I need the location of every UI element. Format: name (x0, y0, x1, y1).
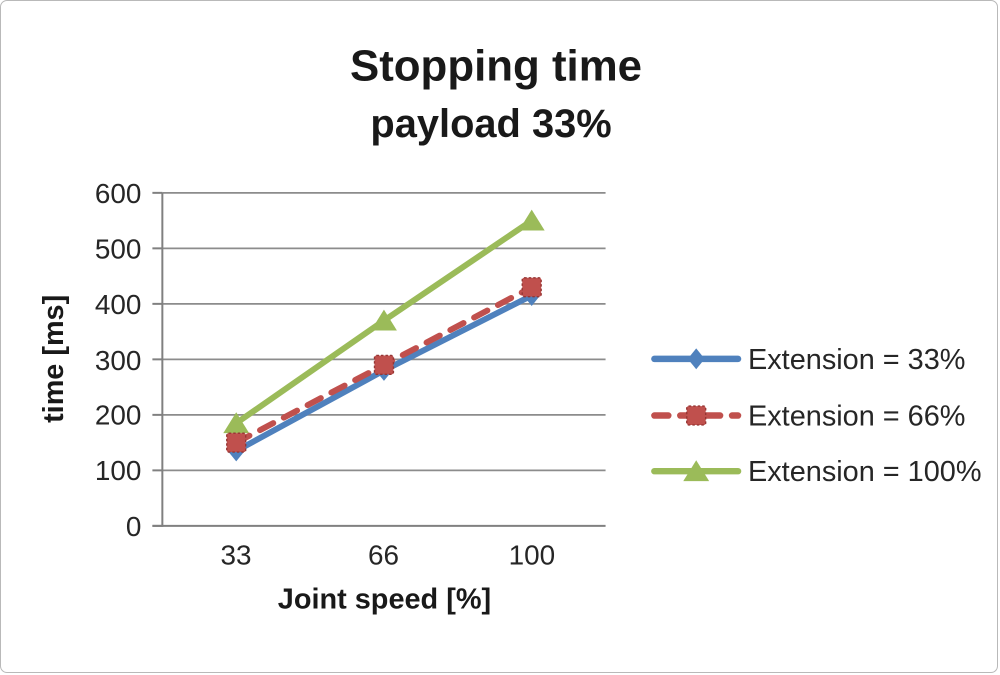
chart-subtitle: payload 33% (370, 102, 611, 146)
y-axis-title: time [ms] (38, 295, 70, 423)
series-extension-66- (226, 277, 542, 453)
y-tick-label: 100 (95, 455, 142, 486)
legend-label: Extension = 100% (748, 456, 982, 488)
y-tick-label: 400 (95, 289, 142, 320)
y-tick-label: 300 (95, 345, 142, 376)
y-tick-label: 600 (95, 178, 142, 209)
series-plot-area (223, 209, 545, 462)
y-tick-label: 500 (95, 233, 142, 264)
chart-title: Stopping time (350, 42, 642, 91)
legend: Extension = 33% Extension = 66% Extensio… (651, 344, 982, 488)
x-tick-label: 100 (509, 540, 556, 571)
y-tick-label: 200 (95, 399, 142, 430)
legend-item: Extension = 33% (651, 344, 965, 376)
x-tick-label: 66 (368, 540, 399, 571)
legend-label: Extension = 33% (748, 344, 965, 376)
legend-item: Extension = 100% (651, 456, 982, 488)
legend-marker-diamond (651, 348, 742, 370)
series-extension-100- (223, 209, 545, 434)
x-axis-title: Joint speed [%] (278, 583, 491, 615)
y-tick-label: 0 (126, 511, 142, 542)
legend-item: Extension = 66% (651, 400, 965, 432)
legend-marker-square (651, 405, 742, 426)
legend-marker-triangle (651, 460, 742, 482)
legend-label: Extension = 66% (748, 400, 965, 432)
y-axis-tick-labels: 0 100 200 300 400 500 600 (95, 178, 142, 542)
x-axis-tick-labels: 33 66 100 (221, 540, 556, 571)
x-tick-label: 33 (221, 540, 252, 571)
axes (152, 191, 606, 527)
